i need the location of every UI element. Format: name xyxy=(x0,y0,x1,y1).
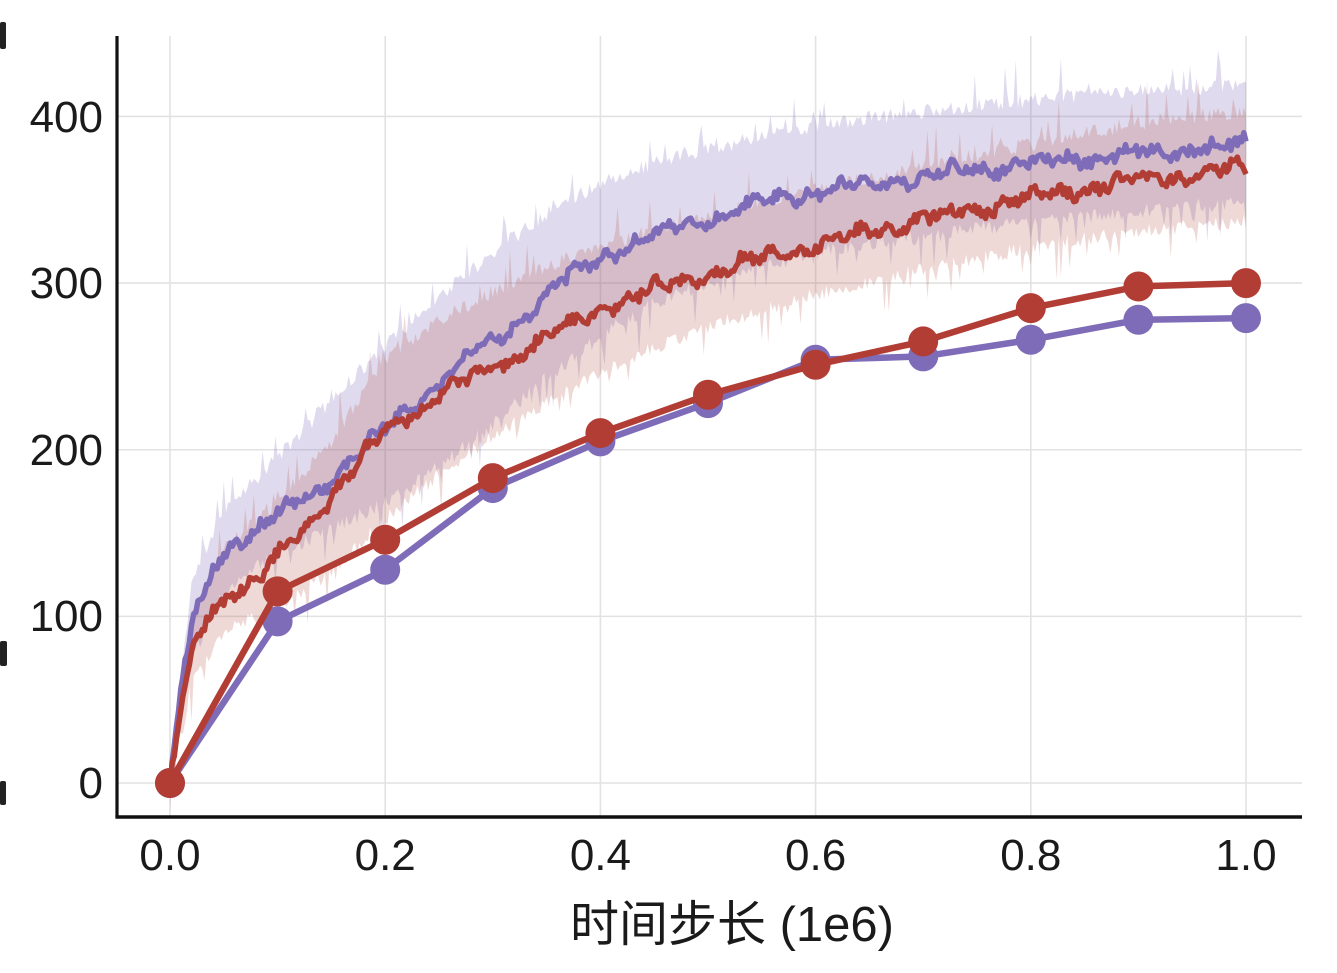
noisy-line-purple xyxy=(167,129,1249,788)
data-point-marker-red xyxy=(262,576,293,607)
gridlines xyxy=(117,36,1302,817)
data-point-marker-red xyxy=(908,326,939,357)
x-tick-label: 0.0 xyxy=(139,831,200,880)
data-point-marker-red xyxy=(585,418,616,449)
x-tick-label: 0.4 xyxy=(570,831,631,880)
noisy-line-red xyxy=(167,154,1249,788)
marker-series xyxy=(155,268,1261,798)
data-point-marker-purple xyxy=(262,606,293,637)
data-point-marker-purple xyxy=(1123,304,1154,335)
noisy-lines xyxy=(167,129,1249,788)
data-point-marker-red xyxy=(155,768,185,798)
data-point-marker-red xyxy=(1123,271,1154,302)
data-point-marker-purple xyxy=(370,554,401,585)
x-axis-title: 时间步长 (1e6) xyxy=(570,898,894,952)
x-tick-label: 1.0 xyxy=(1215,831,1276,880)
x-tick-label: 0.8 xyxy=(1000,831,1061,880)
y-tick-label: 300 xyxy=(30,259,103,308)
data-point-marker-red xyxy=(1015,293,1046,324)
x-tick-label: 0.6 xyxy=(785,831,846,880)
y-tick-label: 100 xyxy=(30,592,103,641)
data-point-marker-red xyxy=(477,463,508,494)
y-tick-label: 400 xyxy=(30,93,103,142)
y-tick-label: 0 xyxy=(79,759,103,808)
clipped-y-axis-label-fragments xyxy=(0,22,7,805)
data-point-marker-red xyxy=(1231,268,1261,299)
data-point-marker-red xyxy=(370,524,401,555)
data-point-marker-red xyxy=(800,349,831,380)
data-point-marker-purple xyxy=(1231,303,1261,334)
data-point-marker-purple xyxy=(1015,324,1046,355)
data-point-marker-red xyxy=(693,379,723,410)
x-tick-label: 0.2 xyxy=(355,831,416,880)
y-tick-label: 200 xyxy=(30,426,103,475)
